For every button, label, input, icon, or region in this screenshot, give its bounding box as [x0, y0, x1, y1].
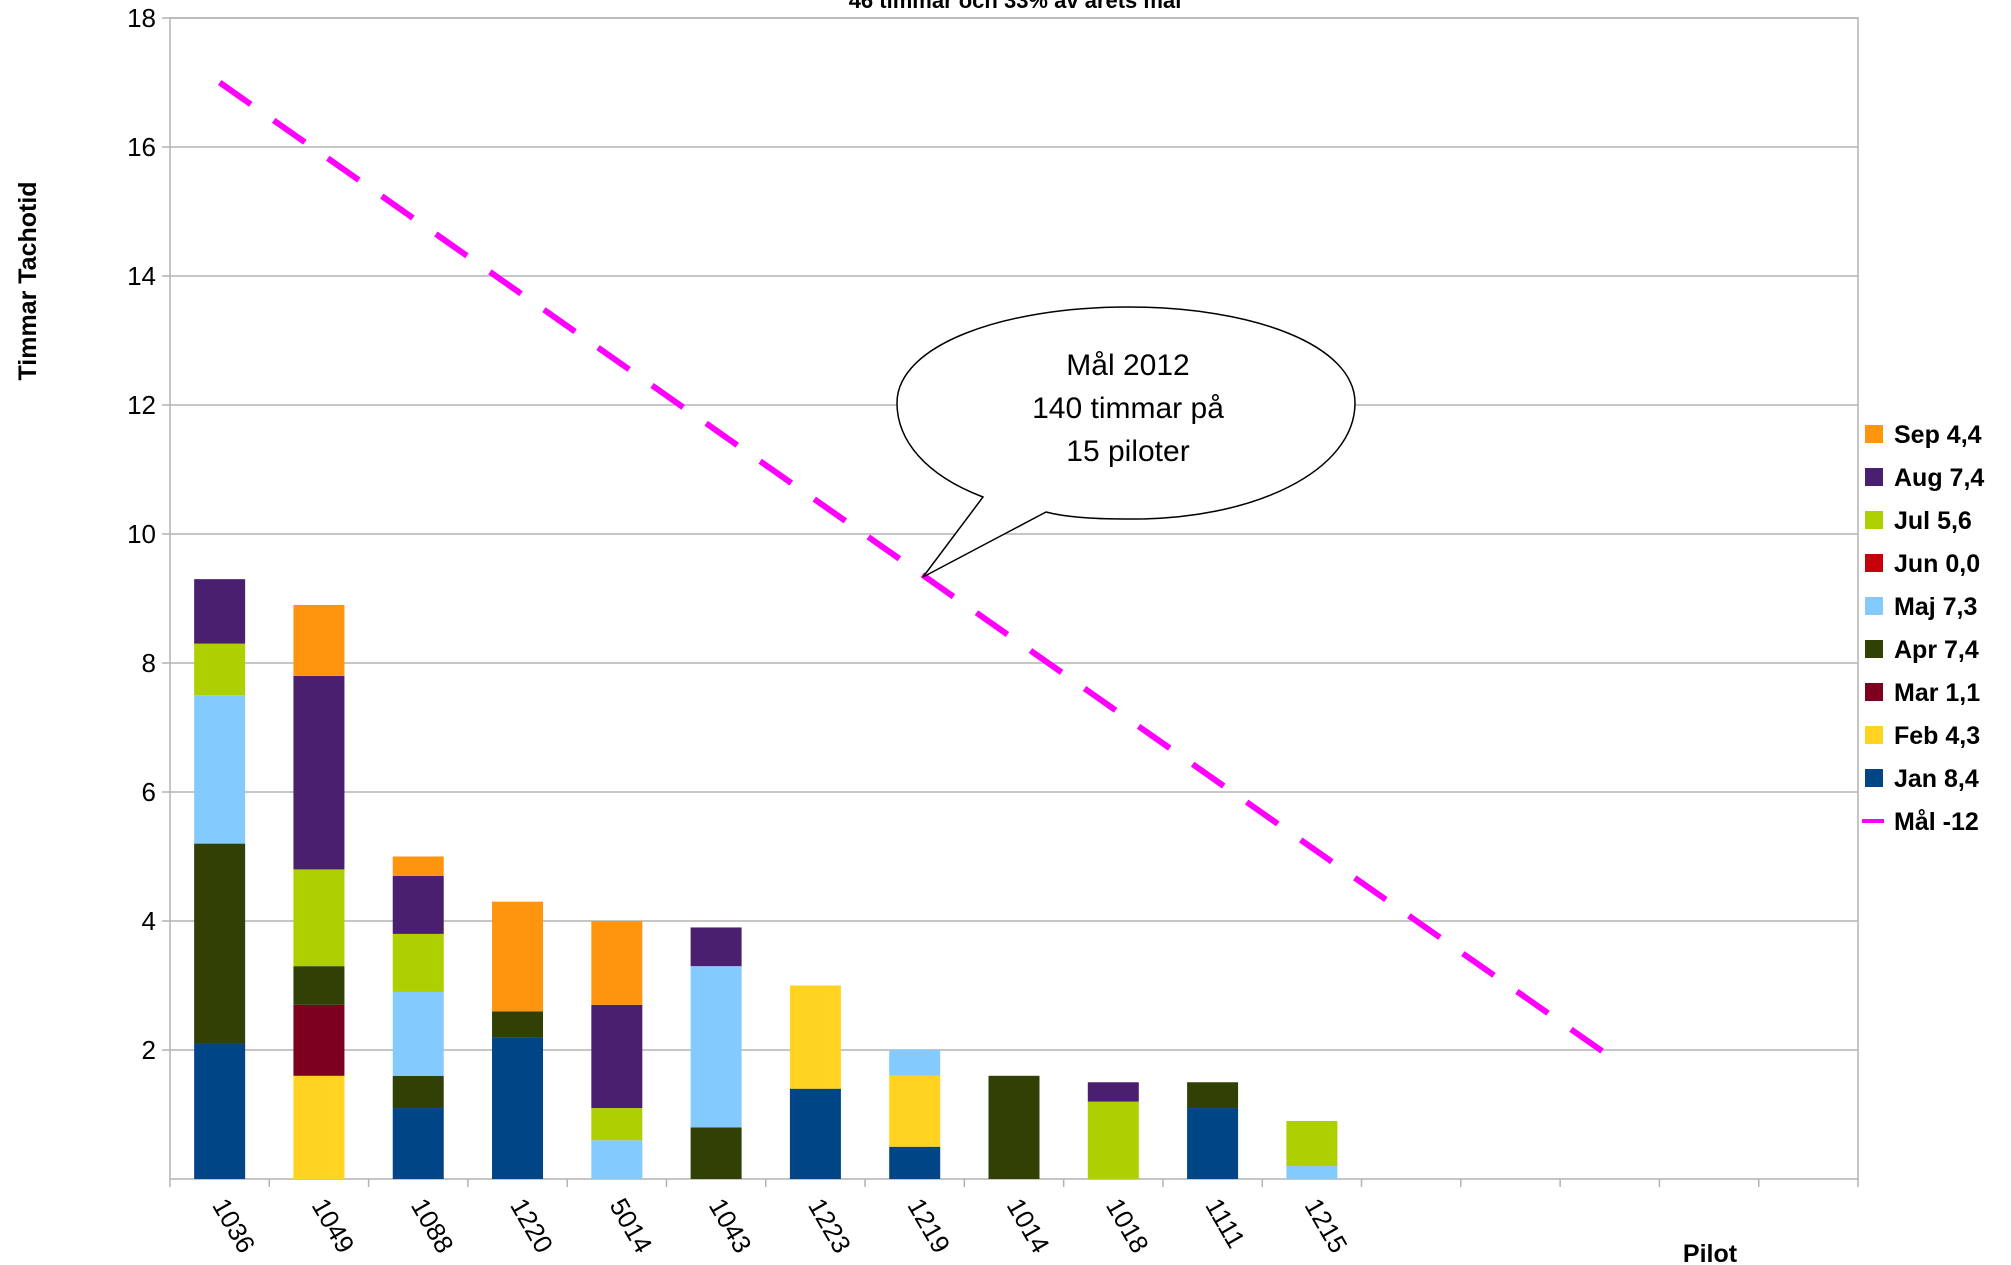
- legend-label: Jan 8,4: [1894, 765, 1979, 793]
- legend-label: Sep 4,4: [1894, 421, 1982, 449]
- chart-title: 46 timmar och 33% av årets mål: [849, 0, 1182, 13]
- x-tick-label: 1088: [405, 1193, 460, 1258]
- legend-swatch: [1865, 468, 1883, 486]
- bar-segment: [591, 1004, 643, 1109]
- bar-segment: [194, 695, 246, 844]
- bar-segment: [392, 856, 444, 876]
- y-tick-label: 2: [142, 1035, 156, 1065]
- legend-label: Jun 0,0: [1894, 550, 1980, 578]
- y-tick-label: 12: [127, 390, 156, 420]
- bar-segment: [1087, 1101, 1139, 1179]
- bar-segment: [194, 579, 246, 644]
- legend-swatch: [1865, 769, 1883, 787]
- bar-segment: [194, 1043, 246, 1179]
- bar-segment: [591, 921, 643, 1005]
- bar-segment: [988, 1075, 1040, 1179]
- target-line-path: [217, 80, 1612, 1059]
- legend-swatch: [1865, 726, 1883, 744]
- bar-segment: [1187, 1108, 1239, 1179]
- legend-swatch: [1865, 511, 1883, 529]
- bar-segment: [591, 1108, 643, 1141]
- y-tick-label: 4: [142, 906, 156, 936]
- bar-segment: [1286, 1166, 1338, 1179]
- y-tick-label: 14: [127, 261, 156, 291]
- legend-swatch: [1865, 597, 1883, 615]
- bar-segment: [690, 1127, 742, 1179]
- bar-segment: [392, 1075, 444, 1109]
- bar-segment: [889, 1050, 941, 1076]
- x-tick-label: 5014: [604, 1193, 659, 1258]
- bar-segment: [492, 901, 544, 1012]
- callout-line-1: Mål 2012: [1066, 349, 1189, 382]
- callout: Mål 2012 140 timmar på 15 piloter: [896, 306, 1356, 578]
- legend-swatch: [1865, 554, 1883, 572]
- bar-segment: [889, 1075, 941, 1147]
- bar-segment: [492, 1037, 544, 1179]
- bars: [194, 579, 1338, 1179]
- y-axis-label: Timmar Tachotid: [14, 181, 42, 380]
- bar-segment: [1187, 1082, 1239, 1109]
- bar-segment: [492, 1011, 544, 1038]
- x-tick-label: 1014: [1001, 1193, 1056, 1258]
- y-tick-label: 16: [127, 132, 156, 162]
- callout-line-2: 140 timmar på: [1032, 392, 1224, 425]
- y-tick-label: 18: [127, 3, 156, 33]
- legend-label: Aug 7,4: [1894, 464, 1984, 492]
- legend-label: Mar 1,1: [1894, 679, 1980, 707]
- x-tick-label: 1049: [306, 1193, 361, 1258]
- bar-segment: [194, 843, 246, 1044]
- legend-label: Apr 7,4: [1894, 636, 1979, 664]
- callout-line-3: 15 piloter: [1066, 435, 1189, 468]
- bar-segment: [1286, 1120, 1338, 1167]
- bar-segment: [789, 1088, 841, 1179]
- legend-label: Mål -12: [1894, 808, 1979, 836]
- x-tick-label: 1223: [802, 1193, 857, 1258]
- bar-segment: [194, 643, 246, 696]
- x-tick-label: 1018: [1100, 1193, 1155, 1258]
- callout-bubble: [896, 306, 1356, 578]
- legend-label: Feb 4,3: [1894, 722, 1980, 750]
- y-tick-label: 8: [142, 648, 156, 678]
- x-tick-label: 1219: [902, 1193, 957, 1258]
- x-tick-label: 1111: [1199, 1193, 1251, 1253]
- x-tick-label: 1043: [703, 1193, 758, 1258]
- x-axis-label: Pilot: [1683, 1240, 1738, 1265]
- bar-segment: [690, 927, 742, 967]
- bar-segment: [690, 966, 742, 1128]
- bar-segment: [392, 933, 444, 992]
- bar-segment: [889, 1146, 941, 1179]
- bar-segment: [789, 985, 841, 1089]
- bar-segment: [1087, 1082, 1139, 1102]
- y-tick-label: 10: [127, 519, 156, 549]
- bar-segment: [293, 1075, 345, 1179]
- x-tick-label: 1215: [1299, 1193, 1354, 1258]
- bar-segment: [293, 675, 345, 870]
- legend-swatch: [1865, 640, 1883, 658]
- bar-segment: [293, 966, 345, 1005]
- bar-segment: [293, 1004, 345, 1076]
- bar-segment: [293, 869, 345, 967]
- legend-swatch: [1865, 425, 1883, 443]
- bar-segment: [392, 991, 444, 1076]
- legend-swatch: [1865, 683, 1883, 701]
- bar-segment: [392, 1108, 444, 1179]
- y-tick-label: 6: [142, 777, 156, 807]
- bar-segment: [392, 875, 444, 934]
- x-tick-label: 1220: [504, 1193, 559, 1258]
- legend: Sep 4,4 Aug 7,4 Jul 5,6 Jun 0,0 Maj 7,3 Apr 7…: [1862, 421, 1984, 836]
- bar-segment: [293, 604, 345, 676]
- legend-label: Jul 5,6: [1894, 507, 1972, 535]
- target-line: [217, 80, 1612, 1059]
- bar-segment: [591, 1140, 643, 1179]
- legend-label: Maj 7,3: [1894, 593, 1977, 621]
- x-tick-label: 1036: [206, 1193, 261, 1258]
- axes: 2 4 6 8 10 12 14 16 18 1036 1049 1088 1220 5014 1043 12…: [127, 3, 1859, 1258]
